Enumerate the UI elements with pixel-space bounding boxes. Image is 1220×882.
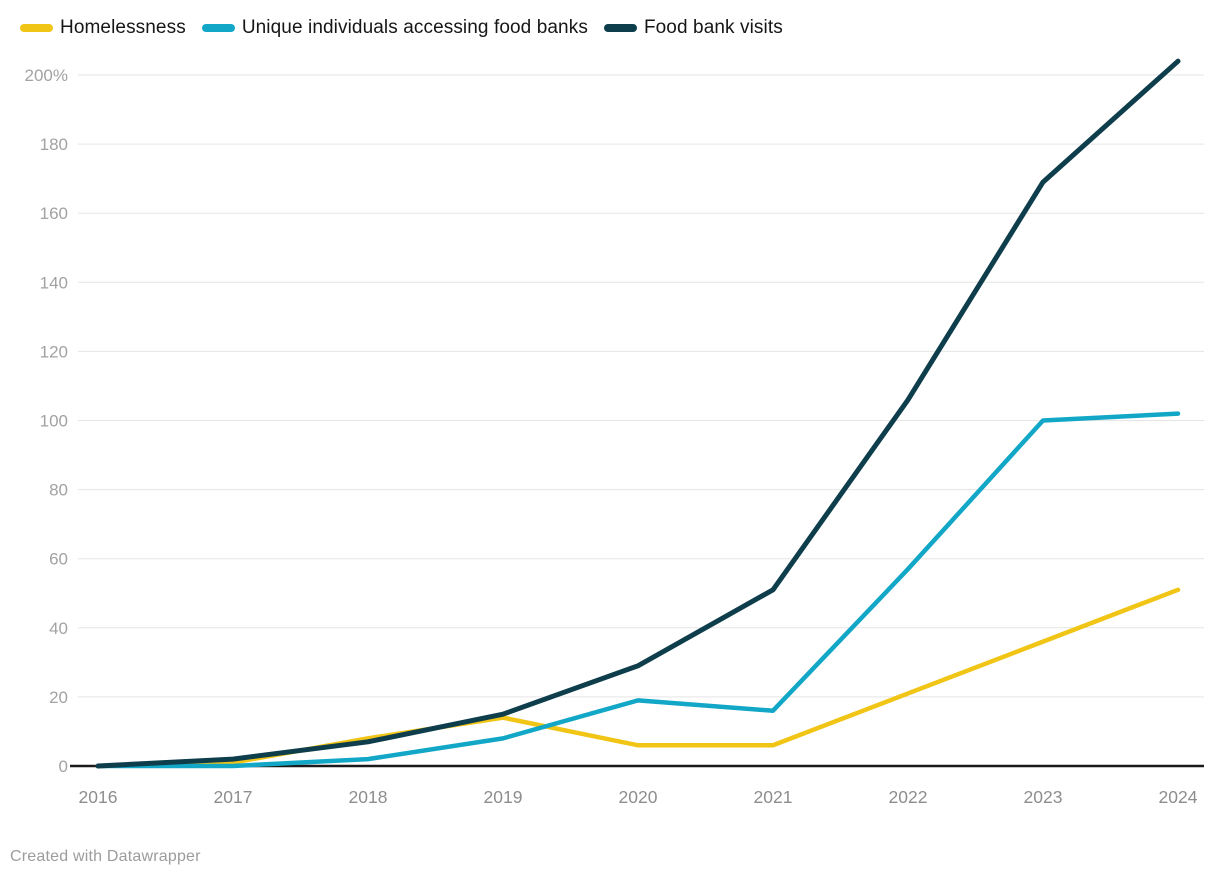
y-tick-label: 20 (49, 688, 68, 707)
y-tick-label: 0 (59, 757, 68, 776)
series-line-homelessness (95, 587, 1181, 769)
y-tick-label: 120 (40, 342, 68, 361)
legend-item-homelessness: Homelessness (20, 17, 186, 39)
y-tick-label: 200% (25, 66, 68, 85)
legend-item-unique-individuals: Unique individuals accessing food banks (201, 17, 588, 39)
y-tick-label: 160 (40, 204, 68, 223)
legend-label-homelessness: Homelessness (60, 17, 186, 38)
x-tick-label: 2021 (754, 787, 793, 807)
x-tick-label: 2019 (484, 787, 523, 807)
datawrapper-credit[interactable]: Created with Datawrapper (10, 848, 201, 865)
legend-swatch-homelessness (20, 24, 53, 32)
x-tick-label: 2018 (349, 787, 388, 807)
series-line-unique-individuals-accessing-food-banks (95, 411, 1181, 769)
legend-item-food-bank-visits: Food bank visits (603, 17, 783, 39)
y-tick-label: 80 (49, 481, 68, 500)
x-tick-label: 2020 (619, 787, 658, 807)
x-tick-label: 2024 (1159, 787, 1198, 807)
x-tick-label: 2017 (214, 787, 253, 807)
y-tick-label: 100 (40, 412, 68, 431)
series-line-food-bank-visits (95, 58, 1181, 769)
x-tick-label: 2016 (79, 787, 118, 807)
x-tick-label: 2022 (889, 787, 928, 807)
y-tick-label: 140 (40, 273, 68, 292)
legend-label-unique-individuals: Unique individuals accessing food banks (241, 17, 588, 38)
x-tick-label: 2023 (1024, 787, 1063, 807)
legend-swatch-unique-individuals (201, 24, 235, 32)
legend-label-food-bank-visits: Food bank visits (643, 17, 783, 38)
legend-swatch-food-bank-visits (603, 24, 637, 32)
y-tick-label: 180 (40, 135, 68, 154)
y-tick-label: 40 (49, 619, 68, 638)
y-tick-label: 60 (49, 550, 68, 569)
chart-legend: Homelessness Unique individuals accessin… (20, 17, 783, 39)
